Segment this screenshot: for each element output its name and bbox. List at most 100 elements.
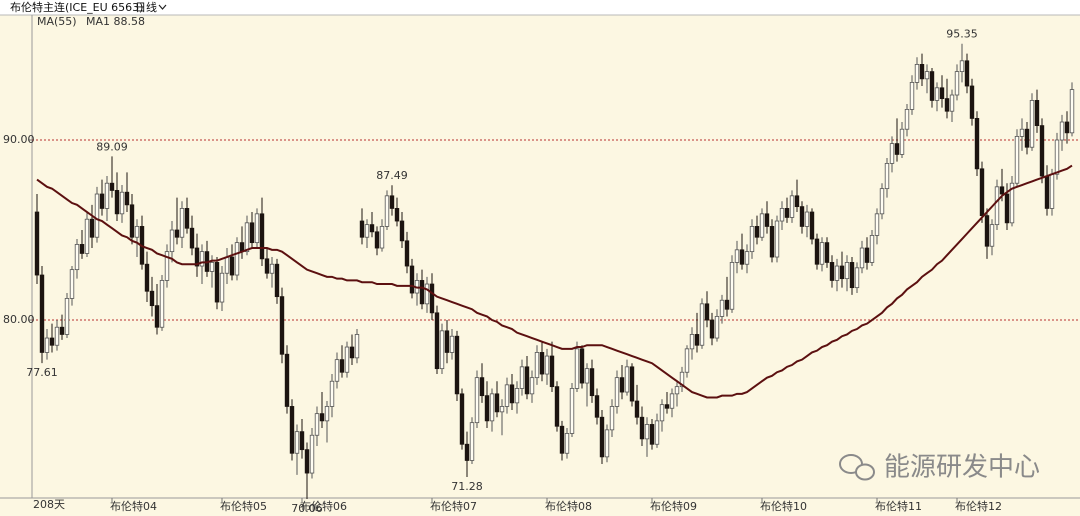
candle-body: [129, 204, 135, 238]
candle-body: [69, 269, 75, 299]
candle-body: [724, 299, 730, 310]
candle-body: [149, 290, 155, 307]
candle-body: [924, 71, 930, 80]
candle-body: [89, 218, 95, 238]
watermark: 能源研发中心: [884, 453, 1040, 483]
candle-body: [699, 303, 705, 346]
candle-body: [1029, 100, 1035, 148]
candle-body: [854, 267, 860, 289]
x-tick-label: 布伦特09: [650, 499, 697, 513]
candle-body: [279, 296, 285, 355]
candle-body: [354, 334, 360, 359]
candle-body: [184, 208, 190, 229]
candle-body: [834, 265, 840, 281]
candle-body: [369, 224, 375, 233]
days-label: 208天: [33, 498, 65, 511]
candle-body: [639, 416, 645, 440]
ma-legend: MA1 88.58: [86, 15, 145, 28]
candle-body: [564, 433, 570, 454]
candle-body: [454, 335, 460, 395]
candle-body: [849, 262, 855, 289]
candle-body: [929, 71, 935, 101]
candle-body: [469, 422, 475, 461]
candle-body: [119, 191, 125, 215]
candle-body: [694, 334, 700, 346]
instrument-title[interactable]: 布伦特主连(ICE_EU 6563): [10, 0, 143, 14]
period-dropdown-arrow[interactable]: [158, 4, 167, 10]
candle-body: [619, 377, 625, 393]
candle-body: [134, 226, 140, 238]
candle-body: [159, 280, 165, 328]
candle-body: [989, 224, 995, 247]
candle-body: [859, 247, 865, 269]
candle-body: [739, 249, 745, 265]
candle-body: [484, 395, 490, 422]
candle-body: [474, 377, 480, 424]
candle-body: [664, 404, 670, 409]
candle-body: [824, 242, 830, 263]
candle-body: [674, 386, 680, 395]
candle-body: [559, 425, 565, 454]
candle-body: [349, 346, 355, 359]
candle-body: [899, 128, 905, 155]
candle-body: [709, 319, 715, 339]
candle-body: [524, 366, 530, 395]
candle-body: [644, 424, 650, 440]
candle-body: [1069, 89, 1075, 134]
period-selector[interactable]: 日线: [135, 0, 157, 14]
candle-body: [379, 226, 385, 249]
candle-body: [99, 193, 105, 209]
candle-body: [969, 85, 975, 119]
candle-body: [224, 256, 230, 274]
candle-body: [59, 326, 65, 335]
candle-body: [964, 60, 970, 87]
top-bar: [0, 0, 1080, 15]
extreme-label: 71.28: [451, 480, 483, 493]
candle-body: [959, 60, 965, 73]
candle-body: [909, 82, 915, 110]
candle-body: [874, 213, 880, 236]
candle-body: [199, 251, 205, 267]
candle-body: [304, 449, 310, 474]
extreme-label: 87.49: [376, 169, 408, 182]
candle-body: [1044, 175, 1050, 209]
candle-body: [894, 143, 900, 155]
candle-body: [704, 303, 710, 321]
candle-body: [549, 355, 555, 388]
candle-body: [864, 247, 870, 263]
candle-body: [569, 388, 575, 434]
candle-body: [544, 355, 550, 375]
candle-body: [409, 265, 415, 294]
candle-body: [999, 186, 1005, 195]
candle-body: [754, 226, 760, 238]
candle-body: [599, 416, 605, 458]
candle-body: [114, 190, 120, 215]
candle-body: [209, 262, 215, 272]
candle-body: [689, 334, 695, 350]
candle-body: [819, 242, 825, 265]
y-tick-label: 80.00: [3, 313, 35, 326]
candle-body: [609, 406, 615, 431]
candle-body: [594, 395, 600, 418]
candle-body: [189, 227, 195, 249]
candle-body: [574, 348, 580, 389]
candle-body: [259, 213, 265, 260]
x-tick-label: 布伦特12: [955, 499, 1002, 513]
candle-body: [109, 182, 115, 191]
candle-body: [104, 182, 110, 209]
candle-body: [844, 262, 850, 280]
candle-body: [49, 337, 55, 346]
candle-body: [784, 208, 790, 218]
candle-body: [814, 238, 820, 265]
candle-body: [429, 283, 435, 314]
candle-body: [64, 298, 70, 335]
candle-body: [54, 326, 60, 346]
candle-body: [779, 208, 785, 222]
candle-body: [944, 98, 950, 112]
candle-body: [804, 211, 810, 227]
candle-body: [904, 109, 910, 130]
candle-body: [444, 330, 450, 353]
candle-body: [479, 377, 485, 397]
candle-body: [629, 366, 635, 402]
